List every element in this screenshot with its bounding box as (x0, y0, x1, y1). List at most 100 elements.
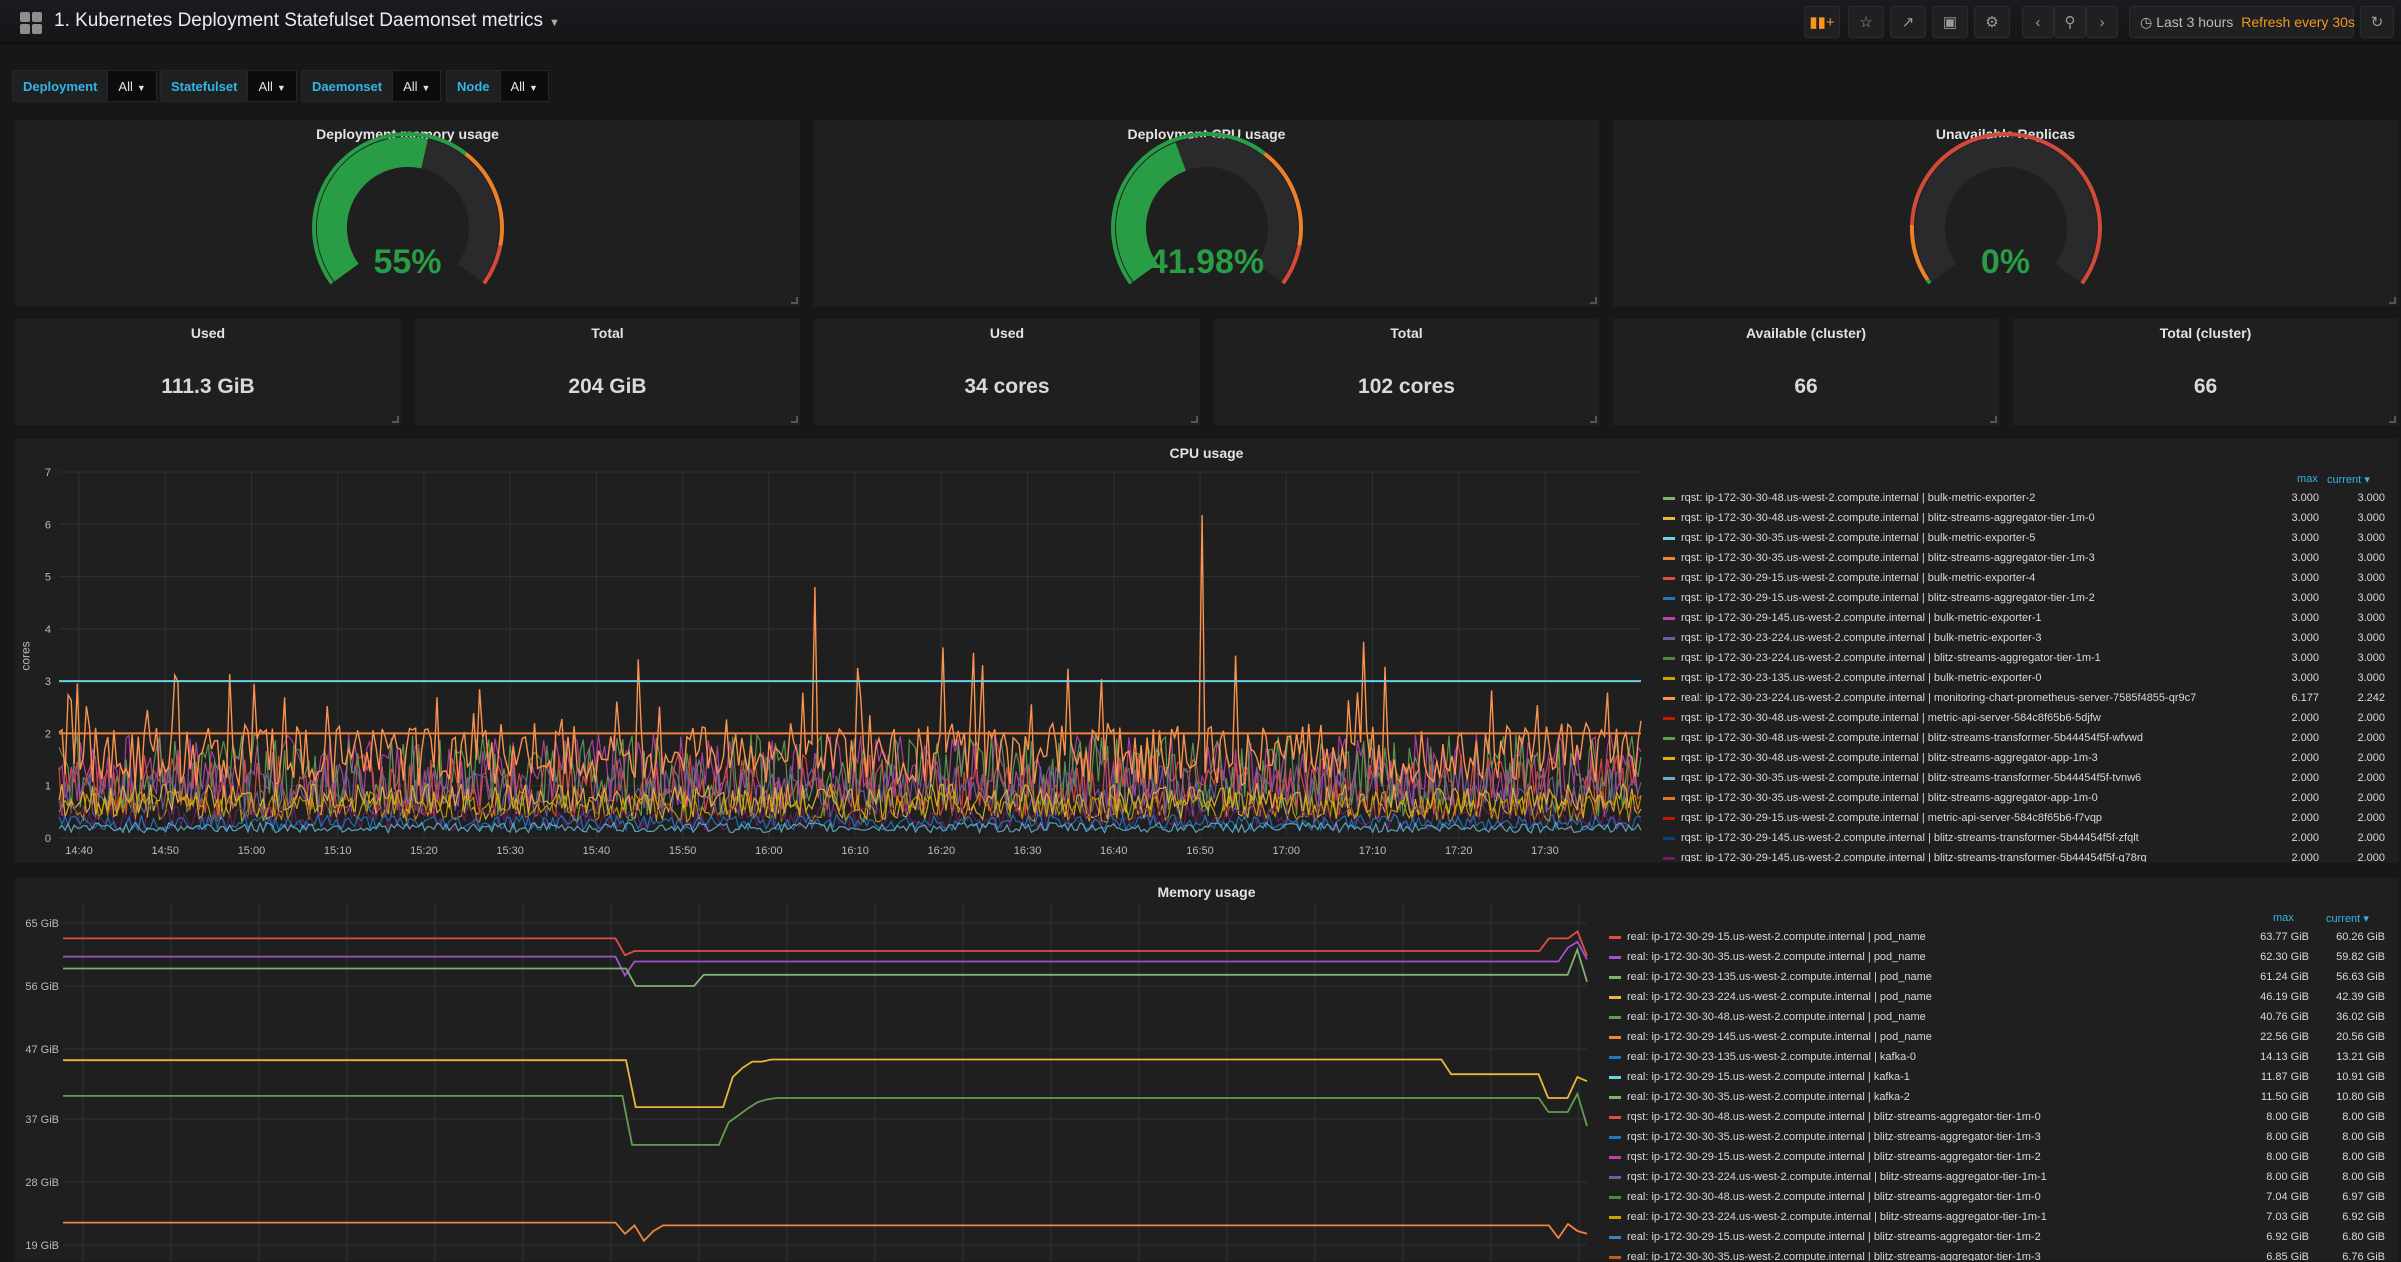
stat-value: 102 cores (1358, 375, 1455, 398)
legend-item[interactable]: rqst: ip-172-30-30-35.us-west-2.compute.… (1663, 552, 2291, 564)
legend-item[interactable]: rqst: ip-172-30-30-35.us-west-2.compute.… (1663, 532, 2291, 544)
time-forward-button[interactable]: › (2086, 6, 2118, 38)
star-button[interactable]: ☆ (1848, 6, 1884, 38)
dashboard-title[interactable]: 1. Kubernetes Deployment Statefulset Dae… (54, 10, 560, 32)
legend-item[interactable]: real: ip-172-30-23-135.us-west-2.compute… (1609, 971, 2237, 983)
stat-panel-cpu-total[interactable]: Total 102 cores (1213, 318, 1600, 426)
legend-item[interactable]: real: ip-172-30-23-224.us-west-2.compute… (1663, 692, 2291, 704)
legend-item[interactable]: real: ip-172-30-23-224.us-west-2.compute… (1609, 1211, 2237, 1223)
legend-current-value: 2.242 (2357, 692, 2385, 704)
legend-item[interactable]: rqst: ip-172-30-29-15.us-west-2.compute.… (1663, 812, 2291, 824)
legend-item[interactable]: rqst: ip-172-30-29-145.us-west-2.compute… (1663, 832, 2291, 844)
legend-item[interactable]: rqst: ip-172-30-30-48.us-west-2.compute.… (1663, 512, 2291, 524)
share-button[interactable]: ↗ (1890, 6, 1926, 38)
legend-swatch (1609, 1015, 1621, 1019)
legend-max-header[interactable]: max (2297, 473, 2318, 485)
legend-current-header[interactable]: current ▾ (2326, 912, 2369, 925)
stat-panel-memory-used[interactable]: Used 111.3 GiB (14, 318, 402, 426)
legend-item[interactable]: rqst: ip-172-30-30-35.us-west-2.compute.… (1609, 1131, 2237, 1143)
legend-item[interactable]: rqst: ip-172-30-23-135.us-west-2.compute… (1663, 672, 2291, 684)
gauge-threshold-arc (312, 131, 467, 285)
panel-resize-handle[interactable] (2389, 297, 2396, 304)
panel-resize-handle[interactable] (1990, 416, 1997, 423)
panel-resize-handle[interactable] (1590, 297, 1597, 304)
legend-item[interactable]: real: ip-172-30-30-48.us-west-2.compute.… (1609, 1011, 2237, 1023)
legend-item[interactable]: rqst: ip-172-30-29-15.us-west-2.compute.… (1663, 572, 2291, 584)
legend-max-value: 2.000 (2291, 852, 2319, 863)
variable-node[interactable]: Node All ▼ (446, 70, 549, 102)
variable-value-dropdown[interactable]: All ▼ (500, 70, 549, 102)
panel-resize-handle[interactable] (2389, 416, 2396, 423)
legend-current-value: 8.00 GiB (2342, 1111, 2385, 1123)
stat-panel-memory-total[interactable]: Total 204 GiB (414, 318, 801, 426)
time-back-button[interactable]: ‹ (2022, 6, 2054, 38)
legend-item[interactable]: real: ip-172-30-23-224.us-west-2.compute… (1609, 991, 2237, 1003)
legend-series-name: rqst: ip-172-30-29-15.us-west-2.compute.… (1681, 572, 2036, 584)
legend-item[interactable]: rqst: ip-172-30-29-15.us-west-2.compute.… (1609, 1151, 2237, 1163)
gauge-panel-memory[interactable]: Deployment memory usage 55% (14, 119, 801, 307)
gauge-panel-cpu[interactable]: Deployment CPU usage 41.98% (813, 119, 1600, 307)
legend-item[interactable]: real: ip-172-30-29-15.us-west-2.compute.… (1609, 1231, 2237, 1243)
dashboard-grid-icon[interactable] (20, 12, 42, 34)
legend-current-value: 2.000 (2357, 712, 2385, 724)
legend-series-name: rqst: ip-172-30-29-15.us-west-2.compute.… (1681, 812, 2103, 824)
legend-item[interactable]: rqst: ip-172-30-30-48.us-west-2.compute.… (1663, 732, 2291, 744)
legend-current-header[interactable]: current ▾ (2327, 473, 2370, 486)
variable-statefulset[interactable]: Statefulset All ▼ (160, 70, 297, 102)
time-picker[interactable]: ◷ Last 3 hours Refresh every 30s (2129, 6, 2355, 38)
legend-item[interactable]: rqst: ip-172-30-30-48.us-west-2.compute.… (1663, 712, 2291, 724)
panel-resize-handle[interactable] (392, 416, 399, 423)
gauge-svg (1909, 132, 2102, 285)
cpu-chart[interactable]: 0 1 2 3 4 5 6 7 14:40 14:50 15:00 15:10 15:20 15:30 15… (15, 439, 1645, 863)
sort-desc-icon: ▾ (2364, 474, 2370, 486)
legend-item[interactable]: rqst: ip-172-30-23-224.us-west-2.compute… (1663, 632, 2291, 644)
panel-resize-handle[interactable] (1191, 416, 1198, 423)
settings-button[interactable]: ⚙ (1974, 6, 2010, 38)
zoom-out-button[interactable]: ⚲ (2054, 6, 2086, 38)
x-tick-label: 15:00 (238, 845, 266, 857)
legend-item[interactable]: real: ip-172-30-23-135.us-west-2.compute… (1609, 1051, 2237, 1063)
legend-item[interactable]: rqst: ip-172-30-23-224.us-west-2.compute… (1663, 652, 2291, 664)
gauge-panel-unavailable[interactable]: Unavailable Replicas 0% (1612, 119, 2399, 307)
variable-daemonset[interactable]: Daemonset All ▼ (301, 70, 442, 102)
legend-max-header[interactable]: max (2273, 912, 2294, 924)
stat-panel-cpu-used[interactable]: Used 34 cores (813, 318, 1201, 426)
legend-item[interactable]: real: ip-172-30-30-48.us-west-2.compute.… (1609, 1191, 2237, 1203)
legend-max-value: 63.77 GiB (2260, 931, 2309, 943)
legend-item[interactable]: real: ip-172-30-30-35.us-west-2.compute.… (1609, 1251, 2237, 1261)
stat-panel-total-cluster[interactable]: Total (cluster) 66 (2012, 318, 2399, 426)
panel-resize-handle[interactable] (1590, 416, 1597, 423)
variable-value-dropdown[interactable]: All ▼ (108, 70, 157, 102)
legend-item[interactable]: real: ip-172-30-30-35.us-west-2.compute.… (1609, 951, 2237, 963)
legend-current-label: current (2327, 474, 2362, 486)
caret-down-icon: ▼ (136, 83, 146, 93)
legend-item[interactable]: real: ip-172-30-29-145.us-west-2.compute… (1609, 1031, 2237, 1043)
cpu-series-line (58, 802, 1642, 833)
legend-item[interactable]: rqst: ip-172-30-29-15.us-west-2.compute.… (1663, 592, 2291, 604)
legend-series-name: rqst: ip-172-30-30-48.us-west-2.compute.… (1681, 492, 2036, 504)
refresh-button[interactable]: ↻ (2360, 6, 2394, 38)
legend-item[interactable]: rqst: ip-172-30-30-48.us-west-2.compute.… (1663, 492, 2291, 504)
legend-item[interactable]: rqst: ip-172-30-30-48.us-west-2.compute.… (1609, 1111, 2237, 1123)
variable-value-dropdown[interactable]: All ▼ (248, 70, 297, 102)
legend-item[interactable]: rqst: ip-172-30-30-35.us-west-2.compute.… (1663, 792, 2291, 804)
x-tick-label: 15:20 (410, 845, 438, 857)
legend-item[interactable]: rqst: ip-172-30-29-145.us-west-2.compute… (1663, 612, 2291, 624)
legend-item[interactable]: rqst: ip-172-30-29-145.us-west-2.compute… (1663, 852, 2291, 862)
memory-usage-panel[interactable]: Memory usage 65 GiB 56 GiB 47 GiB 37 GiB 28 … (14, 877, 2399, 1262)
legend-item[interactable]: real: ip-172-30-29-15.us-west-2.compute.… (1609, 1071, 2237, 1083)
legend-item[interactable]: rqst: ip-172-30-30-35.us-west-2.compute.… (1663, 772, 2291, 784)
panel-resize-handle[interactable] (791, 416, 798, 423)
variable-value-dropdown[interactable]: All ▼ (393, 70, 442, 102)
variable-deployment[interactable]: Deployment All ▼ (12, 70, 157, 102)
stat-panel-available[interactable]: Available (cluster) 66 (1612, 318, 2000, 426)
memory-chart[interactable]: 65 GiB 56 GiB 47 GiB 37 GiB 28 GiB 19 GiB (15, 878, 1595, 1262)
legend-item[interactable]: real: ip-172-30-30-35.us-west-2.compute.… (1609, 1091, 2237, 1103)
save-button[interactable]: ▣ (1932, 6, 1968, 38)
legend-item[interactable]: rqst: ip-172-30-30-48.us-west-2.compute.… (1663, 752, 2291, 764)
panel-resize-handle[interactable] (791, 297, 798, 304)
legend-item[interactable]: real: ip-172-30-29-15.us-west-2.compute.… (1609, 931, 2237, 943)
cpu-usage-panel[interactable]: CPU usage cores 0 1 2 3 4 5 6 7 14:40 14:50 15:00 1… (14, 438, 2399, 863)
legend-item[interactable]: rqst: ip-172-30-23-224.us-west-2.compute… (1609, 1171, 2237, 1183)
add-panel-button[interactable]: ▮▮+ (1804, 6, 1840, 38)
